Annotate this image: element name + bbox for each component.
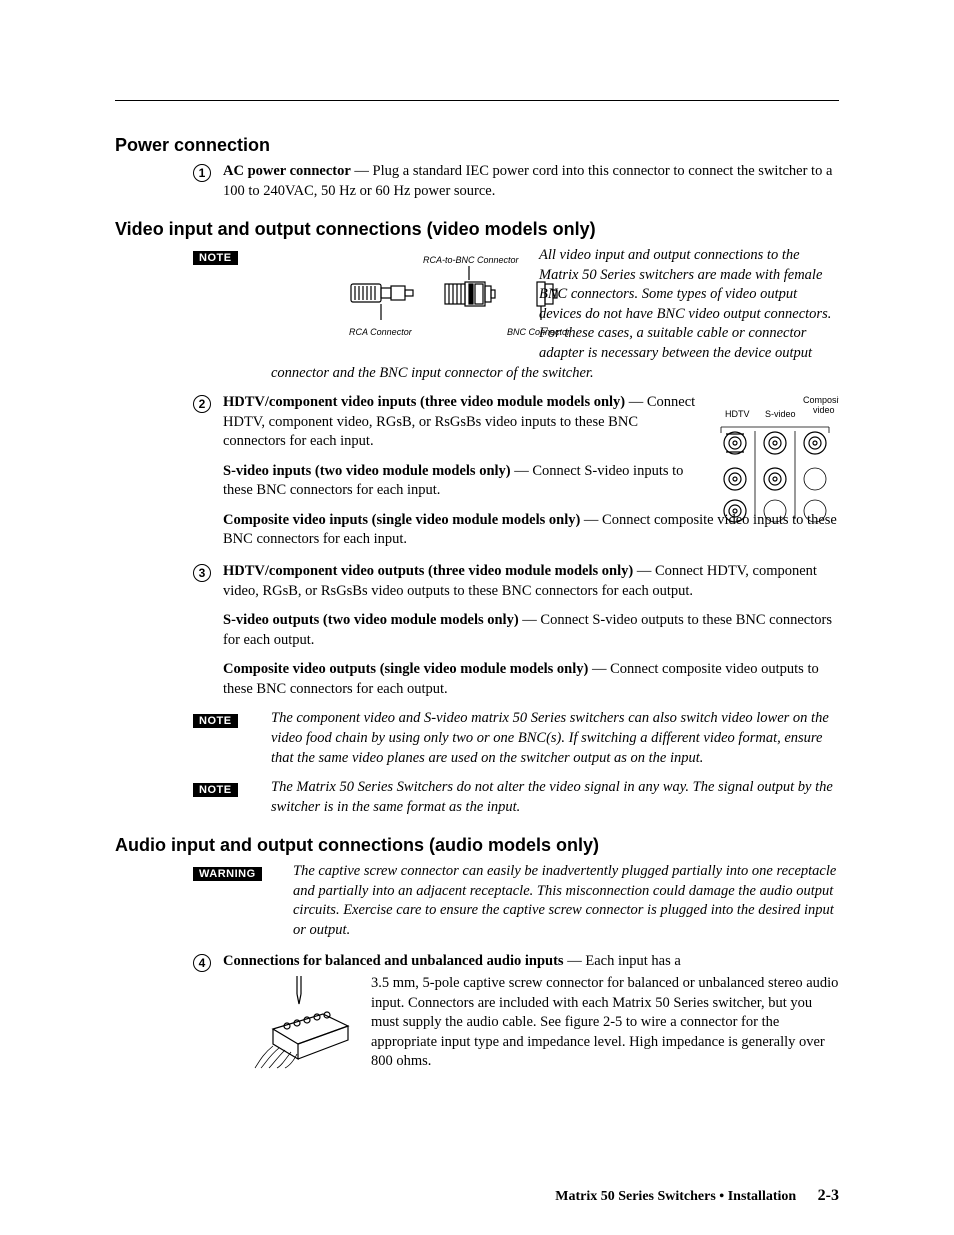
page-footer: Matrix 50 Series Switchers • Installatio… (555, 1187, 839, 1205)
footer-title: Matrix 50 Series Switchers • Installatio… (555, 1189, 796, 1204)
step-3-p2: S-video outputs (two video module models… (223, 611, 839, 650)
step-3-p1: HDTV/component video outputs (three vide… (223, 562, 839, 601)
warning-badge: WARNING (193, 867, 262, 881)
step-2-p2: S-video inputs (two video module models … (223, 462, 699, 501)
step-1-text: AC power connector — Plug a standard IEC… (223, 162, 839, 201)
note-2-text: The component video and S-video matrix 5… (271, 709, 839, 768)
note-badge-2: NOTE (193, 714, 238, 728)
note-1-text: RCA-to-BNC Connector RCA Connector BNC C… (271, 246, 839, 383)
step-4-marker: 4 (193, 954, 211, 972)
captive-screw-figure (253, 974, 363, 1069)
footer-page: 2-3 (818, 1187, 839, 1204)
svg-text:video: video (813, 405, 835, 415)
step-1-lead: AC power connector (223, 163, 351, 179)
svg-text:S-video: S-video (765, 409, 796, 419)
fig1-label-top: RCA-to-BNC Connector (423, 254, 519, 266)
step-3-marker: 3 (193, 564, 211, 582)
heading-audio: Audio input and output connections (audi… (115, 835, 839, 856)
svg-text:HDTV: HDTV (725, 409, 750, 419)
warning-text: The captive screw connector can easily b… (293, 862, 839, 940)
step-2-marker: 2 (193, 395, 211, 413)
note-3-text: The Matrix 50 Series Switchers do not al… (271, 778, 839, 817)
fig1-label-br: BNC Connector (507, 326, 570, 338)
heading-power: Power connection (115, 135, 839, 156)
note-badge-3: NOTE (193, 783, 238, 797)
step-4-body: 3.5 mm, 5-pole captive screw connector f… (371, 974, 839, 1072)
connector-figure: RCA-to-BNC Connector RCA Connector BNC C… (349, 254, 609, 342)
bnc-matrix-figure: HDTV S-video Composite video (711, 393, 839, 523)
svg-text:Composite: Composite (803, 395, 839, 405)
step-3-p3: Composite video outputs (single video mo… (223, 660, 839, 699)
step-1-marker: 1 (193, 164, 211, 182)
fig1-label-bl: RCA Connector (349, 326, 412, 338)
page-rule (115, 100, 839, 101)
note-badge-1: NOTE (193, 251, 238, 265)
step-2-p1: HDTV/component video inputs (three video… (223, 393, 699, 452)
heading-video: Video input and output connections (vide… (115, 219, 839, 240)
step-4-lead: Connections for balanced and unbalanced … (223, 952, 839, 972)
